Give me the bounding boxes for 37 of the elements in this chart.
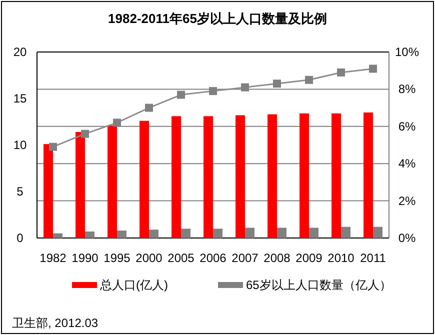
y-tick-label: 10 — [13, 138, 27, 152]
x-tick-label: 2006 — [200, 251, 227, 265]
x-tick-label: 2007 — [232, 251, 259, 265]
x-tick-label: 2000 — [136, 251, 163, 265]
x-tick-label: 2010 — [328, 251, 355, 265]
point — [337, 68, 345, 76]
point — [305, 76, 313, 84]
point — [177, 90, 185, 99]
y2-tick-label: 6% — [398, 119, 416, 134]
point — [145, 104, 153, 112]
y2-tick-label: 2% — [398, 194, 416, 208]
x-tick-label: 1995 — [104, 251, 131, 265]
x-tick-label: 2009 — [296, 251, 323, 265]
y-tick-label: 0 — [16, 231, 24, 245]
point — [209, 87, 217, 96]
x-tick-label: 1982 — [40, 251, 67, 265]
y-tick-label: 5 — [16, 184, 24, 198]
point — [369, 64, 377, 73]
y2-tick-label: 8% — [398, 82, 416, 96]
x-tick-label: 2005 — [168, 251, 195, 265]
y-tick-label: 20 — [13, 45, 27, 59]
point — [49, 142, 57, 151]
legend-label: 总人口(亿人) — [99, 278, 168, 292]
x-tick-label: 2011 — [360, 251, 386, 265]
y2-tick-label: 4% — [398, 156, 416, 171]
y2-tick-label: 10% — [394, 45, 420, 59]
point — [81, 130, 89, 138]
y2-tick-label: 0% — [398, 231, 416, 245]
title: 1982-2011年65岁以上人口数量及比例 — [108, 11, 327, 26]
point — [113, 118, 121, 127]
x-tick-label: 1990 — [72, 251, 99, 265]
point — [273, 80, 281, 88]
annotation: 卫生部, 2012.03 — [12, 316, 98, 330]
legend-label: 65岁以上人口数量（亿人） — [246, 278, 392, 292]
y-tick-label: 15 — [13, 92, 27, 106]
point — [241, 83, 249, 92]
x-tick-label: 2008 — [264, 251, 291, 265]
